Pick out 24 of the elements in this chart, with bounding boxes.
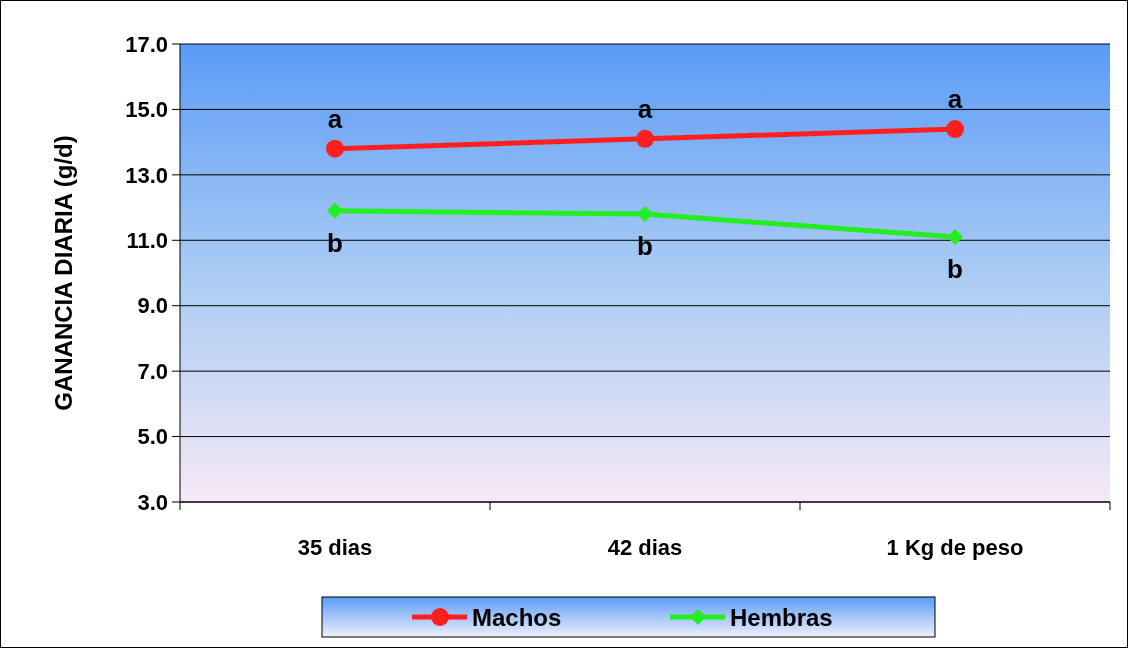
legend-label: Machos (472, 604, 562, 631)
annotation: a (327, 103, 343, 134)
legend-label: Hembras (730, 604, 833, 631)
point (637, 206, 653, 223)
annotation: b (947, 254, 963, 285)
y-tick-label: 3.0 (137, 489, 168, 515)
annotation: a (947, 84, 963, 115)
y-tick-label: 11.0 (126, 227, 168, 253)
point (946, 120, 964, 139)
y-tick-label: 13.0 (125, 162, 168, 188)
x-tick-label: 1 Kg de peso (886, 535, 1024, 560)
y-tick-label: 5.0 (137, 424, 168, 450)
y-tick-label: 9.0 (137, 293, 168, 319)
point (327, 202, 343, 219)
point (947, 229, 963, 246)
x-tick-label: 35 dias (297, 535, 373, 560)
x-tick-label: 42 dias (607, 535, 683, 560)
y-axis-title: GANANCIA DIARIA (g/d) (50, 135, 77, 411)
y-tick-label: 17.0 (125, 31, 168, 57)
annotation: b (637, 231, 653, 262)
point (326, 139, 344, 158)
y-tick-label: 15.0 (125, 97, 168, 123)
point (636, 129, 654, 148)
y-tick-label: 7.0 (137, 358, 168, 384)
